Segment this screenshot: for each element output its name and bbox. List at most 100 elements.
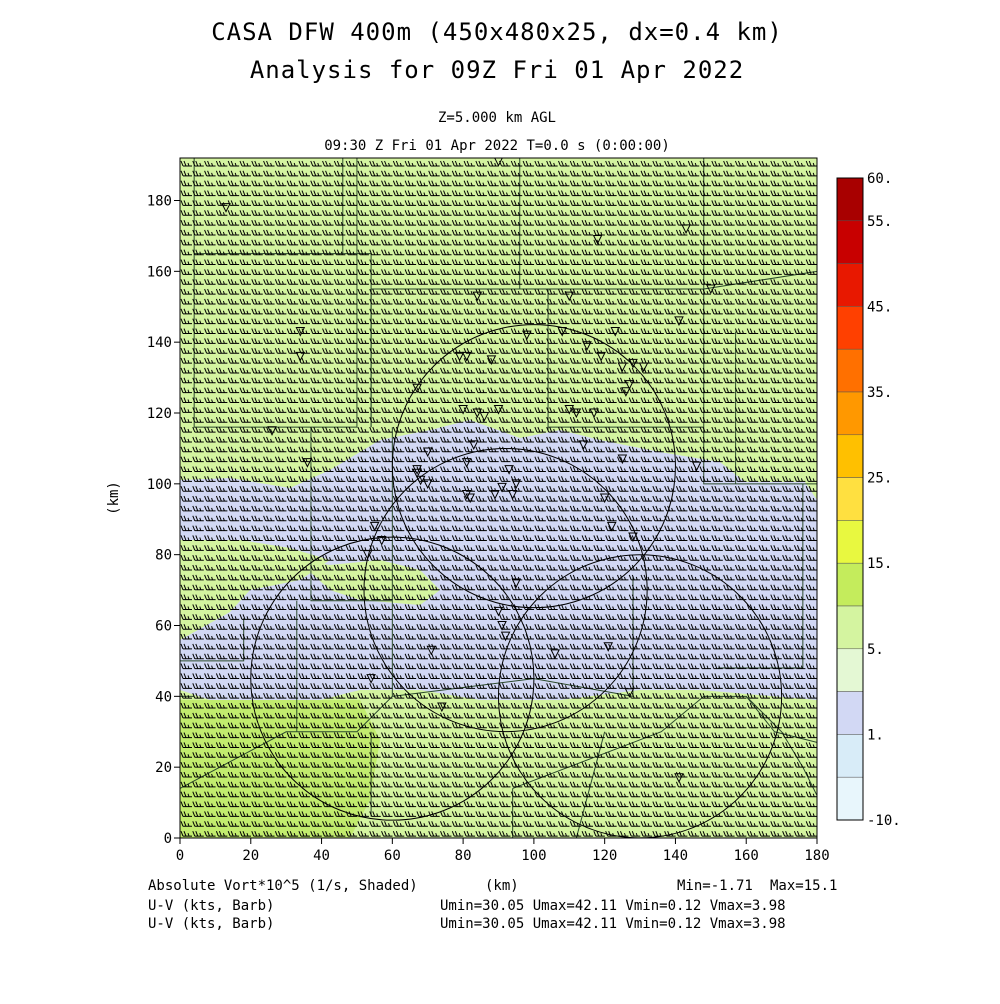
wind-barb bbox=[180, 761, 192, 768]
wind-barb bbox=[392, 377, 405, 384]
wind-barb bbox=[440, 614, 452, 620]
wind-barb bbox=[558, 545, 570, 551]
wind-barb bbox=[499, 279, 511, 285]
wind-barb bbox=[333, 633, 346, 640]
wind-barb bbox=[487, 614, 499, 620]
wind-barb bbox=[805, 357, 817, 364]
wind-barb bbox=[215, 742, 228, 748]
wind-barb bbox=[239, 279, 251, 285]
wind-barb bbox=[711, 190, 723, 197]
wind-barb bbox=[499, 515, 511, 522]
wind-barb bbox=[192, 486, 204, 492]
wind-barb bbox=[522, 614, 535, 620]
wind-barb bbox=[758, 663, 771, 670]
wind-barb bbox=[687, 564, 700, 571]
wind-barb bbox=[215, 436, 228, 443]
wind-barb bbox=[770, 702, 782, 709]
wind-barb bbox=[463, 229, 476, 236]
wind-barb bbox=[593, 190, 605, 197]
wind-barb bbox=[758, 830, 771, 837]
wind-barb bbox=[298, 298, 310, 305]
wind-barb bbox=[204, 219, 216, 226]
wind-barb bbox=[652, 348, 664, 354]
wind-barb bbox=[593, 476, 605, 482]
wind-barb bbox=[664, 545, 676, 551]
wind-barb bbox=[333, 466, 346, 473]
wind-barb bbox=[204, 545, 216, 551]
wind-barb bbox=[298, 515, 310, 522]
wind-barb bbox=[404, 515, 417, 522]
wind-barb bbox=[664, 170, 676, 177]
wind-barb bbox=[381, 574, 393, 581]
wind-barb bbox=[357, 200, 369, 206]
colorbar-swatch bbox=[836, 691, 864, 735]
wind-barb bbox=[451, 584, 464, 591]
wind-barb bbox=[333, 407, 346, 413]
wind-barb bbox=[770, 466, 782, 473]
wind-barb bbox=[628, 702, 641, 709]
wind-barb bbox=[286, 426, 299, 433]
wind-barb bbox=[499, 387, 511, 394]
wind-barb bbox=[581, 456, 594, 463]
wind-barb bbox=[357, 574, 369, 581]
wind-barb bbox=[381, 456, 393, 463]
wind-barb bbox=[239, 338, 251, 344]
wind-barb bbox=[274, 574, 287, 581]
wind-barb bbox=[510, 357, 523, 364]
wind-barb bbox=[723, 426, 735, 433]
wind-barb bbox=[239, 515, 251, 522]
wind-barb bbox=[487, 476, 499, 482]
wind-barb bbox=[463, 387, 476, 394]
wind-barb bbox=[793, 663, 806, 670]
wind-barb bbox=[605, 180, 617, 187]
wind-barb bbox=[357, 535, 369, 541]
wind-barb bbox=[475, 692, 487, 699]
wind-barb bbox=[723, 555, 735, 561]
wind-barb bbox=[416, 407, 428, 413]
station-triangle bbox=[592, 234, 603, 245]
wind-barb bbox=[616, 466, 629, 473]
wind-barb bbox=[805, 712, 817, 719]
wind-barb bbox=[723, 397, 735, 404]
wind-barb bbox=[593, 604, 605, 610]
wind-barb bbox=[593, 545, 605, 551]
wind-barb bbox=[487, 653, 499, 660]
wind-barb bbox=[711, 614, 723, 620]
wind-barb bbox=[357, 663, 369, 670]
wind-barb bbox=[581, 308, 594, 315]
wind-barb bbox=[558, 752, 570, 758]
wind-barb bbox=[357, 288, 369, 295]
wind-barb bbox=[251, 545, 263, 551]
wind-barb bbox=[227, 830, 240, 837]
wind-barb bbox=[463, 801, 476, 808]
wind-barb bbox=[322, 407, 334, 413]
wind-barb bbox=[581, 673, 594, 679]
wind-barb bbox=[204, 288, 216, 295]
wind-barb bbox=[227, 525, 240, 532]
wind-barb bbox=[475, 653, 487, 660]
wind-barb bbox=[392, 466, 405, 473]
wind-barb bbox=[345, 338, 358, 344]
wind-barb bbox=[451, 564, 464, 571]
wind-barb bbox=[734, 279, 747, 285]
x-axis: 0 20 40 60 80 100 120 140 160 180 bbox=[176, 838, 830, 864]
wind-barb bbox=[569, 357, 582, 364]
wind-barb bbox=[616, 200, 629, 206]
wind-barb bbox=[333, 229, 346, 236]
wind-barb bbox=[581, 643, 594, 650]
wind-barb bbox=[215, 781, 228, 788]
wind-barb bbox=[711, 761, 723, 768]
wind-barb bbox=[616, 574, 629, 581]
wind-barb bbox=[711, 643, 723, 650]
wind-barb bbox=[180, 367, 192, 374]
wind-barb bbox=[180, 604, 192, 610]
wind-barb bbox=[227, 584, 240, 591]
wind-barb bbox=[404, 505, 417, 512]
wind-barb bbox=[333, 732, 346, 739]
wind-barb bbox=[581, 574, 594, 581]
wind-barb bbox=[263, 249, 275, 256]
wind-barb bbox=[687, 633, 700, 640]
wind-barb bbox=[758, 574, 771, 581]
wind-barb bbox=[239, 417, 251, 423]
wind-barb bbox=[782, 239, 794, 246]
